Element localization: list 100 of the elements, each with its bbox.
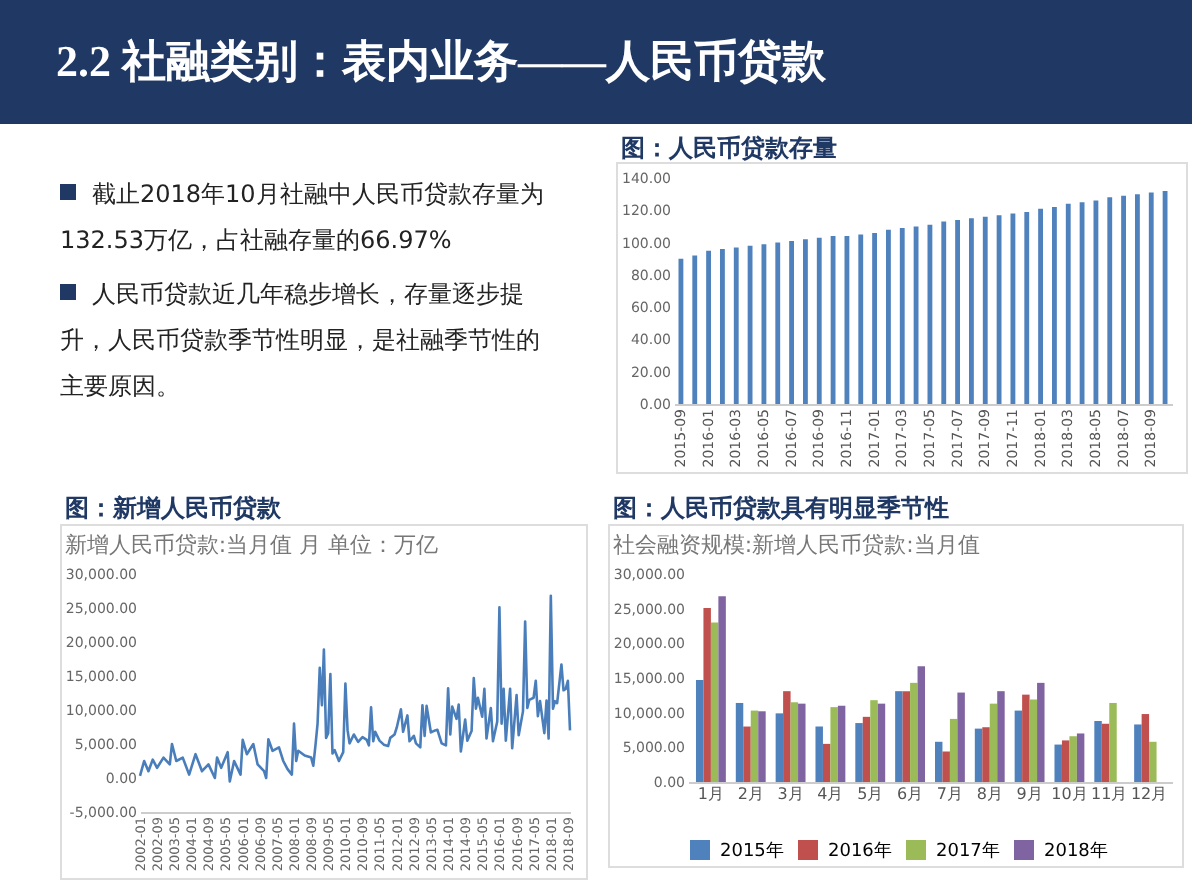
bar [1148, 192, 1154, 404]
bar [1093, 200, 1099, 404]
chart-subtitle: 新增人民币贷款:当月值 月 单位：万亿 [64, 532, 439, 558]
bar [703, 607, 711, 782]
bar [789, 240, 794, 404]
text: 人民币贷款近几年稳步增长，存量逐步提升，人民币贷款季节性明显，是社融季节性的主要原因。 [60, 278, 542, 404]
x-tick-label: 3月 [777, 785, 804, 803]
bar [870, 700, 878, 782]
bar [949, 718, 958, 782]
line-series [138, 594, 572, 783]
chart-title: 图：人民币贷款存量 [621, 134, 838, 162]
legend-label: 2018年 [1044, 840, 1108, 862]
bar [1079, 202, 1085, 404]
bar [733, 247, 739, 404]
bar [720, 249, 725, 404]
bar [941, 221, 947, 404]
bar [822, 743, 831, 782]
bar [706, 250, 711, 404]
bar [710, 622, 719, 782]
bar [830, 707, 838, 782]
bar [743, 726, 751, 782]
legend-label: 2017年 [936, 840, 1000, 862]
bar [996, 215, 1002, 404]
legend-label: 2015年 [720, 840, 784, 862]
bar [1101, 723, 1110, 782]
bar [982, 216, 988, 404]
bar [974, 728, 983, 782]
bar [1162, 190, 1168, 404]
bar [790, 702, 799, 782]
bar [1037, 682, 1045, 782]
x-tick-label: 1月 [697, 785, 724, 803]
bar [1107, 197, 1113, 404]
bar [695, 680, 704, 782]
bar [1024, 211, 1030, 404]
chart-subtitle: 社会融资规模:新增人民币贷款:当月值 [612, 532, 980, 558]
bar [957, 692, 965, 782]
bar [775, 242, 781, 404]
bar [902, 691, 911, 782]
bar [1135, 194, 1140, 404]
bar [1014, 710, 1023, 782]
bar [934, 741, 943, 782]
bar [844, 236, 850, 404]
x-tick-label: 4月 [817, 785, 844, 803]
bar [1149, 741, 1157, 782]
bar [1038, 208, 1043, 404]
bar [775, 713, 784, 782]
bar [910, 682, 918, 782]
bar [997, 691, 1005, 782]
text: 2.2 社融类别：表内业务——人民币贷款 [56, 34, 826, 90]
bar [1061, 740, 1070, 782]
x-tick-label: 7月 [936, 785, 964, 803]
bar [761, 244, 767, 404]
bar [758, 711, 766, 782]
bar [1065, 203, 1071, 404]
x-tick-label: 2月 [737, 785, 764, 803]
bar [858, 234, 864, 404]
x-tick-label: 9月 [1016, 785, 1043, 803]
bar [747, 245, 753, 404]
bar [1134, 724, 1142, 782]
bar [1109, 702, 1117, 782]
bar [1010, 213, 1016, 404]
x-tick-label: 5月 [857, 785, 884, 803]
bar [816, 237, 822, 404]
bar [855, 723, 863, 782]
bar [798, 703, 806, 782]
x-tick-label: 6月 [896, 785, 924, 803]
bar [969, 218, 974, 404]
bar [877, 703, 886, 782]
bar [718, 596, 726, 782]
chart-title: 图：新增人民币贷款 [64, 494, 283, 522]
bar [895, 691, 903, 782]
bar [678, 258, 684, 404]
x-tick-label: 11月 [1091, 785, 1128, 803]
bar [1094, 720, 1102, 782]
bar [982, 727, 990, 782]
bar [1029, 699, 1038, 782]
bar [989, 703, 998, 782]
bar [955, 219, 960, 404]
bar [872, 232, 877, 404]
bar [735, 702, 744, 782]
bar [899, 228, 905, 404]
bar [1022, 694, 1030, 782]
bar [917, 666, 926, 782]
bar [1076, 733, 1085, 782]
x-tick-label: 12月 [1130, 785, 1168, 803]
bar [862, 716, 871, 782]
legend-label: 2016年 [828, 840, 892, 862]
bar [913, 226, 919, 404]
bar [750, 710, 759, 782]
bar [1052, 207, 1057, 404]
bar [830, 236, 836, 404]
x-tick-label: 10月 [1051, 785, 1088, 803]
bar [1069, 736, 1077, 782]
bar [783, 691, 791, 782]
bar [1121, 195, 1126, 404]
bar [837, 705, 846, 782]
bar [1141, 714, 1150, 782]
bar [942, 751, 950, 782]
x-tick-label: 8月 [976, 785, 1003, 803]
bar [692, 255, 698, 404]
